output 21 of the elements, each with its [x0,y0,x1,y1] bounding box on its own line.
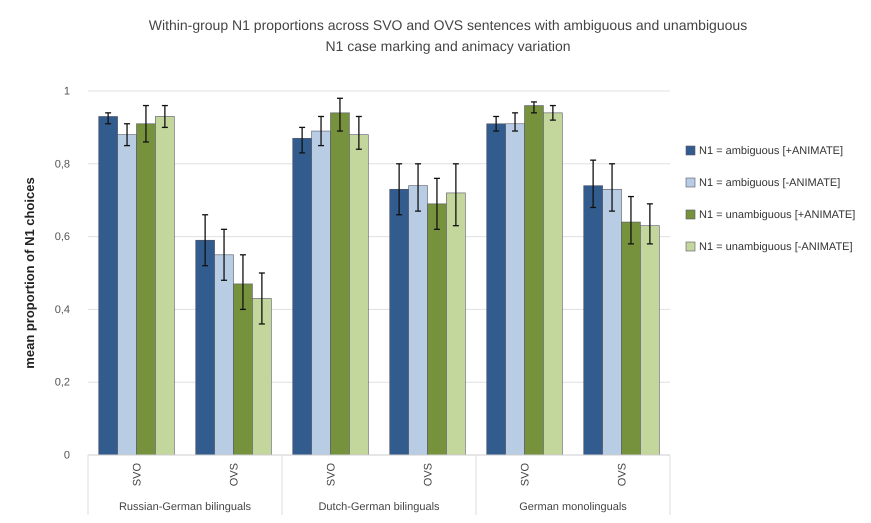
x-tick-label: SVO [132,462,144,486]
x-tick-label: OVS [228,463,240,486]
y-tick-label: 0 [64,450,70,462]
x-tick-label: SVO [520,462,532,486]
y-tick-label: 0,8 [54,158,70,170]
y-tick-label: 0,4 [54,304,70,316]
x-tick-label: SVO [326,462,338,486]
text: Dutch-German bilinguals [318,501,440,513]
x-tick-label: OVS [422,463,434,486]
text: Russian-German bilinguals [118,501,252,513]
legend-label: N1 = unambiguous [+ANIMATE] [699,209,856,221]
chart-title: Within-group N1 proportions across SVO and OVS sentences with ambiguous and unambiguous N1 case marking and animacy variation [148,17,748,54]
legend-label: N1 = unambiguous [-ANIMATE] [699,241,853,253]
y-tick-label: 0,6 [54,231,70,244]
text: German monolinguals [519,501,628,513]
x-tick-label: OVS [616,463,628,486]
legend-label: N1 = ambiguous [-ANIMATE] [699,177,840,189]
y-tick-label: 0,2 [54,376,70,389]
y-tick-label: 1 [64,86,70,98]
y-axis-title: mean proportion of N1 choices [22,177,37,369]
legend-label: N1 = ambiguous [+ANIMATE] [699,145,844,157]
